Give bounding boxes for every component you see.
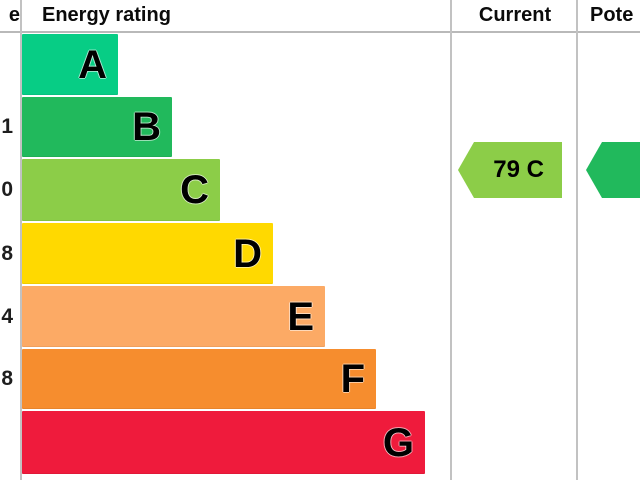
band-row: G: [0, 410, 640, 475]
band-bar: D: [22, 223, 273, 284]
band-letter: B: [132, 105, 161, 149]
band-score-range: [0, 410, 18, 475]
band-bar: A: [22, 34, 118, 95]
column-divider-current: [450, 0, 452, 480]
band-letter: C: [180, 168, 209, 212]
column-divider-potential: [576, 0, 578, 480]
band-letter: G: [382, 420, 414, 465]
current-rating-arrow: 79 C: [458, 142, 562, 198]
band-bar: E: [22, 286, 325, 347]
band-bar: F: [22, 349, 376, 409]
band-bar: C: [22, 159, 220, 221]
band-score-range: 1: [1, 115, 13, 138]
band-bar: G: [22, 411, 425, 474]
header-potential-label: Pote: [590, 4, 634, 26]
band-letter: F: [340, 357, 365, 401]
header-energy-rating-label: Energy rating: [42, 4, 171, 26]
band-letter: A: [78, 42, 107, 87]
current-rating-value: 79 C: [493, 156, 544, 183]
column-divider-score: [20, 0, 22, 480]
band-row: A: [0, 33, 640, 96]
band-score-range: [0, 33, 18, 96]
header-score-label: e: [8, 4, 20, 26]
band-letter: D: [233, 231, 262, 276]
band-score-range: 8: [1, 367, 13, 390]
band-score-range: 0: [1, 178, 13, 201]
band-score-range: 8: [1, 241, 13, 265]
chart-header-row: e Energy rating Current Pote: [0, 0, 640, 33]
band-score-range: 4: [1, 304, 13, 328]
header-current-label: Current: [478, 4, 552, 26]
band-bar: B: [22, 97, 172, 157]
band-letter: E: [287, 294, 314, 339]
